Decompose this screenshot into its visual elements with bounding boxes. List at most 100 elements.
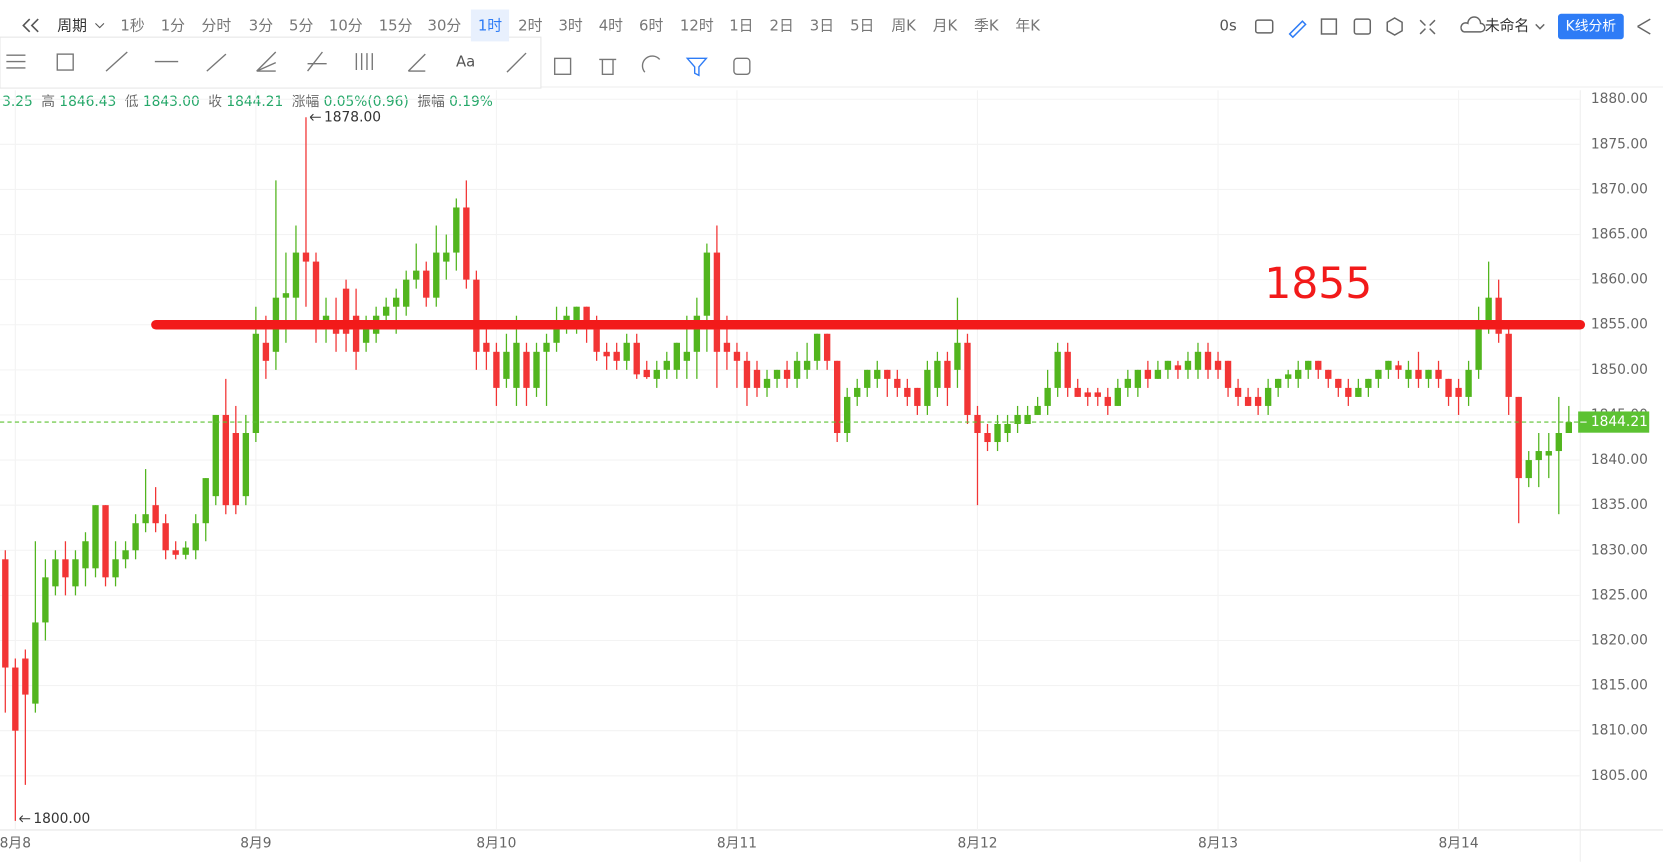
- candle-body: [92, 505, 99, 569]
- period-option[interactable]: 年K: [1015, 17, 1041, 35]
- magnet-icon[interactable]: [641, 55, 661, 73]
- layout-icon[interactable]: [1320, 18, 1338, 35]
- dropdown-icon[interactable]: [1535, 23, 1545, 30]
- candle-body: [823, 333, 831, 361]
- candle-body: [1505, 333, 1512, 397]
- tool-icon[interactable]: [6, 54, 26, 69]
- text-tool[interactable]: Aa: [456, 53, 475, 71]
- candle-body: [603, 351, 610, 357]
- y-tick-label: 1835.00: [1591, 497, 1648, 513]
- candle-body: [1495, 297, 1502, 334]
- candle-body: [703, 252, 711, 316]
- period-option[interactable]: 周K: [891, 17, 917, 35]
- candle-body: [182, 547, 189, 555]
- candle-body: [1034, 405, 1041, 415]
- period-option[interactable]: 3分: [249, 17, 273, 35]
- period-option[interactable]: 5日: [850, 17, 874, 35]
- candle-body: [984, 433, 991, 443]
- period-option[interactable]: 1时: [478, 17, 502, 35]
- candle-body: [252, 333, 260, 433]
- period-option[interactable]: 15分: [379, 17, 413, 35]
- candle-body: [643, 369, 650, 378]
- filter-icon[interactable]: [685, 57, 708, 77]
- period-option[interactable]: 4时: [599, 17, 623, 35]
- edit-icon[interactable]: [1288, 20, 1307, 39]
- candle-body: [623, 342, 630, 361]
- y-tick-label: 1825.00: [1591, 587, 1648, 603]
- period-option[interactable]: 12时: [680, 17, 714, 35]
- info-label: 收: [208, 94, 222, 110]
- info-value: 1843.00: [143, 94, 200, 110]
- period-option[interactable]: 2时: [518, 17, 542, 35]
- x-tick-label: 8月14: [1439, 836, 1479, 852]
- analysis-button-label[interactable]: K线分析: [1566, 19, 1617, 35]
- info-label: 振幅: [417, 94, 445, 110]
- tool-icon[interactable]: [105, 51, 128, 72]
- candle-body: [413, 270, 420, 280]
- settings-icon[interactable]: [1386, 17, 1403, 36]
- layout-name[interactable]: 未命名: [1485, 17, 1530, 35]
- candle-body: [152, 505, 159, 524]
- dropdown-icon[interactable]: [95, 22, 105, 29]
- y-tick-label: 1880.00: [1591, 91, 1648, 107]
- candle-body: [673, 342, 680, 370]
- period-option[interactable]: 季K: [974, 17, 1000, 35]
- tool-icon[interactable]: [407, 53, 426, 72]
- candle-body: [1044, 387, 1051, 406]
- candle-body: [42, 577, 49, 623]
- period-label[interactable]: 周期: [57, 17, 87, 35]
- tool-icon[interactable]: [206, 53, 227, 72]
- candle-body: [633, 342, 640, 375]
- candle-body: [282, 293, 290, 298]
- y-tick-label: 1830.00: [1591, 542, 1648, 558]
- period-option[interactable]: 1秒: [120, 17, 144, 35]
- x-tick-label: 8月8: [0, 836, 31, 852]
- candle-body: [964, 342, 971, 415]
- period-option[interactable]: 月K: [933, 17, 959, 35]
- tool-icon[interactable]: [56, 53, 74, 71]
- share-icon[interactable]: [1637, 18, 1651, 35]
- tool-icon[interactable]: [355, 53, 373, 71]
- period-option[interactable]: 1分: [161, 17, 185, 35]
- candle-body: [783, 369, 791, 379]
- fullscreen-icon[interactable]: [1419, 19, 1436, 35]
- period-option[interactable]: 分时: [202, 17, 232, 35]
- period-option[interactable]: 2日: [770, 17, 794, 35]
- sync-icon[interactable]: [733, 57, 751, 75]
- candle-body: [1315, 360, 1322, 370]
- y-tick-label: 1870.00: [1591, 181, 1648, 197]
- candle-body: [362, 324, 370, 343]
- candle-body: [483, 342, 490, 352]
- candle-body: [1285, 374, 1292, 379]
- period-option[interactable]: 10分: [329, 17, 363, 35]
- analysis-button[interactable]: [1558, 13, 1624, 40]
- tool-icon[interactable]: [506, 52, 527, 73]
- reference-label: 1855: [1264, 260, 1372, 309]
- camera-icon[interactable]: [1254, 19, 1274, 34]
- cloud-icon[interactable]: [1460, 16, 1486, 33]
- collapse-icon[interactable]: [22, 18, 39, 33]
- candle-body: [1525, 460, 1532, 479]
- y-tick-label: 1820.00: [1591, 632, 1648, 648]
- candle-body: [543, 342, 550, 352]
- tool-icon[interactable]: [256, 51, 277, 72]
- candle-body: [1555, 433, 1562, 452]
- period-option[interactable]: 30分: [428, 17, 462, 35]
- period-option[interactable]: 3日: [810, 17, 834, 35]
- candle-body: [62, 559, 69, 578]
- candle-body: [753, 369, 761, 388]
- save-icon[interactable]: [1353, 18, 1372, 35]
- tool-icon[interactable]: [307, 51, 327, 72]
- candle-body: [844, 396, 851, 433]
- period-option[interactable]: 5分: [289, 17, 313, 35]
- delete-icon[interactable]: [599, 58, 617, 75]
- candle-body: [162, 523, 169, 551]
- note-icon[interactable]: [553, 57, 572, 75]
- candle-body: [894, 378, 901, 388]
- period-option[interactable]: 3时: [558, 17, 582, 35]
- period-option[interactable]: 6时: [639, 17, 663, 35]
- candle-body: [1274, 378, 1282, 388]
- period-option[interactable]: 1日: [729, 17, 753, 35]
